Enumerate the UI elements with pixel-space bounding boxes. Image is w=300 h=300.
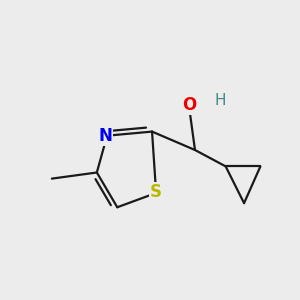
Text: H: H <box>214 93 226 108</box>
Text: O: O <box>182 96 196 114</box>
Text: N: N <box>98 127 112 145</box>
Text: S: S <box>150 183 162 201</box>
